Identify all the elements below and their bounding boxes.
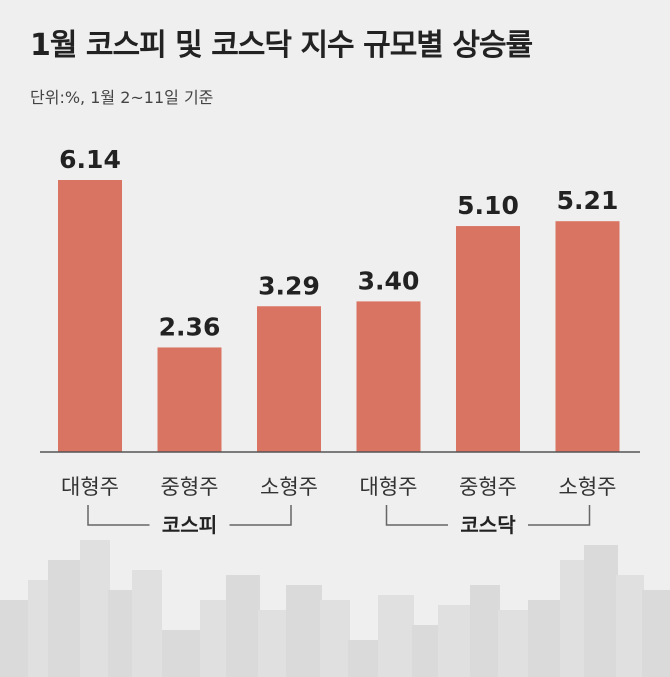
skyline-building: [226, 575, 260, 677]
x-tick-label: 소형주: [260, 475, 318, 499]
bar: [257, 306, 321, 452]
skyline-building: [348, 640, 380, 677]
value-label: 5.21: [557, 186, 619, 215]
chart-title: 1월 코스피 및 코스닥 지수 규모별 상승률: [30, 28, 533, 63]
x-tick-label: 소형주: [559, 475, 617, 499]
bar: [58, 180, 122, 452]
value-label: 5.10: [457, 191, 519, 220]
skyline-building: [28, 580, 50, 677]
skyline-building: [528, 600, 562, 677]
skyline-building: [132, 570, 162, 677]
value-label: 3.29: [258, 271, 320, 300]
x-tick-label: 대형주: [61, 475, 119, 499]
value-label: 6.14: [59, 145, 121, 174]
group-bracket-right: [528, 505, 591, 526]
skyline-building: [80, 540, 110, 677]
skyline-building: [0, 600, 30, 677]
city-skyline-decoration: [0, 540, 670, 677]
skyline-building: [200, 600, 228, 677]
skyline-building: [378, 595, 414, 677]
group-bracket-left: [385, 505, 448, 526]
bar: [555, 221, 620, 452]
group-brackets: 코스피 코스닥: [87, 505, 591, 537]
skyline-building: [616, 575, 644, 677]
x-tick-label: 중형주: [459, 475, 517, 499]
bar: [456, 226, 520, 452]
group-bracket-right: [229, 505, 292, 526]
skyline-building: [320, 600, 350, 677]
group-label: 코스닥: [460, 513, 516, 537]
skyline-building: [412, 625, 440, 677]
value-label: 3.40: [358, 266, 420, 295]
skyline-building: [108, 590, 134, 677]
skyline-building: [48, 560, 82, 677]
chart-subtitle: 단위:%, 1월 2~11일 기준: [30, 88, 214, 107]
x-tick-label: 중형주: [161, 475, 219, 499]
value-labels: 6.14 2.36 3.29 3.40 5.10 5.21: [59, 145, 618, 341]
skyline-building: [162, 630, 202, 677]
skyline-building: [258, 610, 288, 677]
skyline-building: [584, 545, 618, 677]
skyline-building: [498, 610, 530, 677]
skyline-building: [286, 585, 322, 677]
x-tick-label: 대형주: [360, 475, 418, 499]
bars-group: [58, 180, 620, 452]
value-label: 2.36: [159, 312, 221, 341]
skyline-building: [642, 590, 670, 677]
group-label: 코스피: [162, 513, 217, 537]
skyline-building: [438, 605, 472, 677]
x-tick-labels: 대형주 중형주 소형주 대형주 중형주 소형주: [61, 475, 616, 499]
bar: [356, 301, 421, 452]
bar: [157, 347, 222, 452]
group-bracket-left: [87, 505, 150, 526]
skyline-building: [470, 585, 500, 677]
skyline-building: [560, 560, 586, 677]
